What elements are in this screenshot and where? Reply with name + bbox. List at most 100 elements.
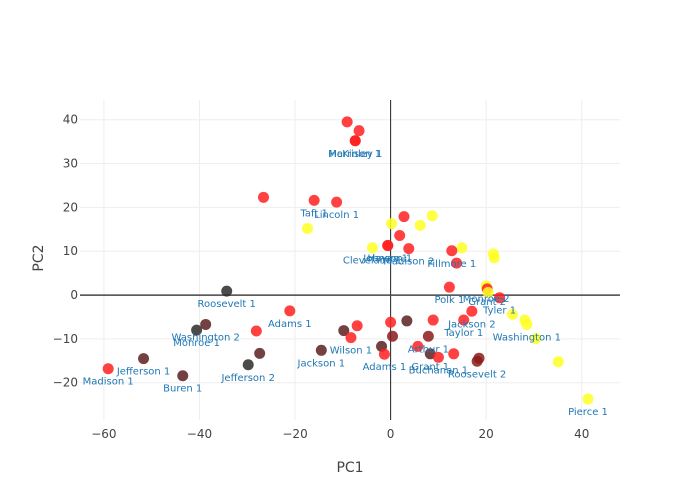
point-label: Pierce 1: [568, 407, 608, 418]
data-points: [102, 116, 594, 405]
y-tick-label: 30: [63, 157, 78, 171]
data-point[interactable]: [582, 393, 594, 405]
data-point[interactable]: [451, 257, 463, 269]
x-tick-label: −60: [91, 427, 116, 441]
point-label: McKinley 1: [328, 149, 382, 160]
point-label: Grant 1: [411, 362, 449, 373]
grid-lines: [80, 100, 620, 420]
data-point[interactable]: [412, 340, 424, 352]
data-point[interactable]: [308, 194, 320, 206]
point-label: Madison 1: [83, 377, 134, 388]
data-point[interactable]: [349, 135, 361, 147]
data-point[interactable]: [394, 229, 406, 241]
data-point[interactable]: [530, 332, 542, 344]
x-tick-label: −20: [282, 427, 307, 441]
point-label: Tyler 1: [482, 306, 516, 317]
y-tick-labels: −20 −10 0 10 20 30 40: [53, 113, 78, 390]
data-point[interactable]: [403, 243, 415, 255]
point-label: Roosevelt 2: [448, 369, 506, 380]
point-label: Grant 2: [468, 297, 506, 308]
point-label: Cleveland 1: [343, 256, 402, 267]
data-point[interactable]: [456, 242, 468, 254]
data-point[interactable]: [494, 292, 506, 304]
point-label: Roosevelt 1: [197, 299, 255, 310]
data-point[interactable]: [345, 332, 357, 344]
data-point[interactable]: [378, 348, 390, 360]
data-point[interactable]: [242, 359, 254, 371]
data-point[interactable]: [443, 281, 455, 293]
data-point[interactable]: [177, 370, 189, 382]
data-point[interactable]: [341, 116, 353, 128]
data-point[interactable]: [331, 196, 343, 208]
data-point[interactable]: [422, 330, 434, 342]
y-tick-label: −10: [53, 332, 78, 346]
point-label: Fillmore 1: [427, 259, 476, 270]
point-label: Adams 1: [363, 362, 407, 373]
data-point[interactable]: [466, 305, 478, 317]
y-tick-label: −20: [53, 376, 78, 390]
data-point[interactable]: [191, 324, 203, 336]
y-tick-label: 0: [70, 288, 78, 302]
y-tick-label: 10: [63, 244, 78, 258]
y-tick-label: 40: [63, 113, 78, 127]
data-point[interactable]: [200, 318, 212, 330]
point-label: Taylor 1: [443, 328, 483, 339]
point-label: Jackson 1: [297, 358, 346, 369]
data-point[interactable]: [351, 320, 363, 332]
point-label: Buchanan 1: [409, 365, 469, 376]
point-label: Washington 1: [493, 332, 561, 343]
data-point[interactable]: [521, 318, 533, 330]
data-point[interactable]: [471, 355, 483, 367]
data-point[interactable]: [385, 316, 397, 328]
data-point[interactable]: [138, 353, 150, 365]
data-point[interactable]: [284, 305, 296, 317]
x-tick-labels: −60 −40 −20 0 20 40: [91, 427, 589, 441]
point-label: Arthur 1: [408, 344, 449, 355]
data-point[interactable]: [446, 245, 458, 257]
data-point[interactable]: [414, 219, 426, 231]
data-point[interactable]: [448, 348, 460, 360]
point-label: Madison 2: [383, 257, 434, 268]
data-point[interactable]: [432, 351, 444, 363]
data-point[interactable]: [338, 325, 350, 337]
x-tick-label: 0: [387, 427, 395, 441]
data-point[interactable]: [366, 242, 378, 254]
data-point[interactable]: [250, 325, 262, 337]
data-point[interactable]: [221, 285, 233, 297]
point-label: Adams 1: [268, 319, 312, 330]
data-point[interactable]: [254, 347, 266, 359]
point-label: Monroe 2: [463, 294, 510, 305]
x-tick-label: −40: [187, 427, 212, 441]
data-point[interactable]: [386, 218, 398, 230]
point-label: Monroe 1: [173, 338, 220, 349]
y-tick-label: 20: [63, 200, 78, 214]
point-label: Polk 1: [434, 295, 464, 306]
data-point[interactable]: [458, 314, 470, 326]
data-point[interactable]: [258, 191, 270, 203]
data-point[interactable]: [387, 330, 399, 342]
data-point[interactable]: [427, 314, 439, 326]
point-label: Buren 1: [163, 384, 202, 395]
zero-lines: [80, 100, 620, 420]
data-point[interactable]: [382, 240, 394, 252]
x-tick-label: 40: [574, 427, 589, 441]
point-label: Lincoln 1: [314, 210, 359, 221]
y-axis-title: PC2: [31, 244, 47, 271]
data-point[interactable]: [301, 222, 313, 234]
data-point[interactable]: [401, 315, 413, 327]
point-label: Jackson 2: [447, 319, 496, 330]
point-label: Jefferson 2: [220, 373, 274, 384]
point-label: Wilson 1: [330, 346, 372, 357]
data-point[interactable]: [315, 344, 327, 356]
data-point[interactable]: [398, 211, 410, 223]
data-point[interactable]: [426, 210, 438, 222]
data-point[interactable]: [102, 363, 114, 375]
point-label: Jefferson 1: [116, 367, 170, 378]
data-point[interactable]: [482, 286, 494, 298]
data-point[interactable]: [552, 356, 564, 368]
data-point[interactable]: [506, 308, 518, 320]
data-point[interactable]: [488, 252, 500, 264]
data-point[interactable]: [353, 125, 365, 137]
